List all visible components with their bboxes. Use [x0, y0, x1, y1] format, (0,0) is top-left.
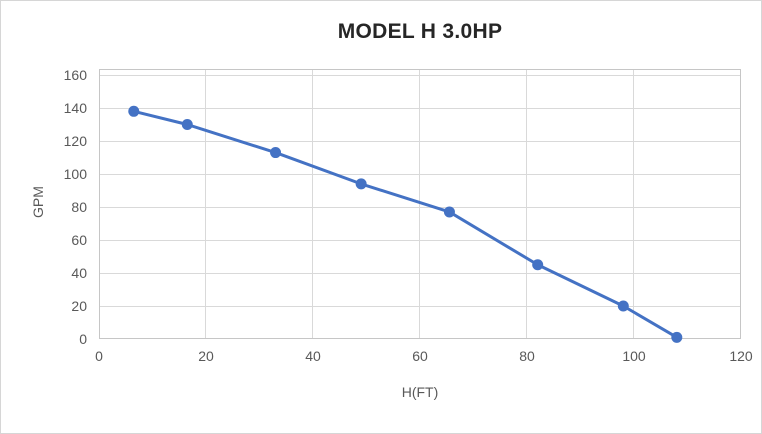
y-tick-label: 40 [71, 265, 87, 281]
x-tick-label: 80 [519, 348, 535, 364]
data-point-marker [671, 331, 683, 343]
y-tick-label: 20 [71, 298, 87, 314]
x-tick-label: 0 [95, 348, 103, 364]
y-tick-label: 60 [71, 232, 87, 248]
y-axis-title: GPM [30, 186, 46, 218]
x-tick-label: 100 [622, 348, 646, 364]
y-tick-label: 140 [63, 100, 87, 116]
plot-border [99, 69, 741, 339]
chart-title: MODEL H 3.0HP [337, 20, 503, 43]
data-point-marker [443, 206, 455, 218]
data-point-marker [128, 105, 140, 117]
x-tick-label: 60 [412, 348, 428, 364]
y-tick-label: 80 [71, 199, 87, 215]
y-tick-label: 120 [63, 133, 87, 149]
data-point-marker [181, 119, 193, 130]
plot-area [99, 69, 741, 343]
y-tick-label: 100 [63, 166, 87, 182]
x-tick-label: 40 [305, 348, 321, 364]
y-tick-label: 0 [79, 331, 87, 347]
data-point-marker [270, 147, 282, 159]
y-tick-label: 160 [63, 67, 87, 83]
x-axis-title: H(FT) [401, 384, 439, 400]
x-tick-label: 120 [729, 348, 753, 364]
data-point-marker [532, 259, 544, 271]
x-tick-label: 20 [198, 348, 214, 364]
data-point-marker [617, 300, 629, 312]
data-point-marker [355, 178, 367, 190]
series-line [132, 109, 679, 339]
